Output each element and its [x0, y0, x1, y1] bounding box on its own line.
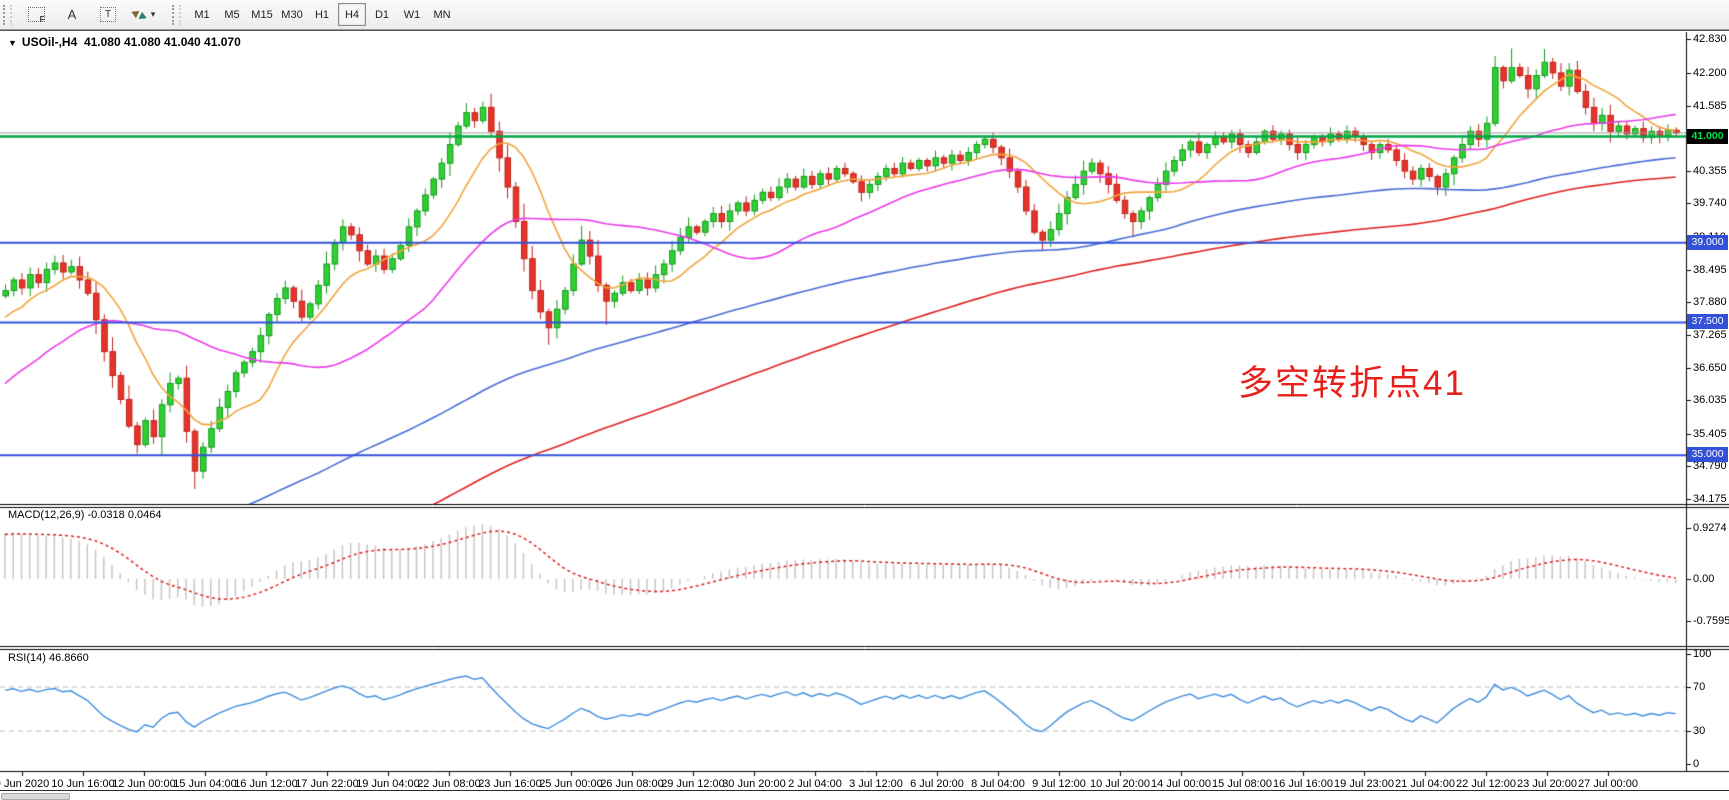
level-price-label: 37.500	[1687, 314, 1728, 330]
chart-title: ▼ USOil-,H4 41.080 41.080 41.040 41.070	[8, 35, 241, 49]
date-axis-label: 9 Jul 12:00	[1032, 778, 1086, 790]
chart-window: ▼ USOil-,H4 41.080 41.080 41.040 41.070 M…	[0, 30, 1729, 800]
price-axis-tick-label: 35.405	[1693, 427, 1727, 440]
date-axis-label: 19 Jul 23:00	[1334, 778, 1394, 790]
quote-ohlc-label: 41.080 41.080 41.040 41.070	[83, 35, 241, 49]
text-icon: A	[67, 7, 77, 22]
fibonacci-icon: F	[27, 7, 45, 24]
toolbar-grip-handle-2[interactable]	[172, 4, 181, 25]
fibonacci-tool-button[interactable]: F	[18, 3, 54, 27]
date-axis-label: 21 Jul 04:00	[1395, 778, 1455, 790]
date-axis-label: 8 Jul 04:00	[971, 778, 1025, 790]
date-axis-label: 23 Jun 16:00	[478, 778, 542, 790]
macd-indicator-label: MACD(12,26,9) -0.0318 0.0464	[8, 509, 162, 521]
price-axis-tick-label: 34.790	[1693, 460, 1727, 473]
timeframe-button-d1[interactable]: D1	[374, 8, 390, 21]
date-axis-label: 23 Jul 20:00	[1517, 778, 1577, 790]
timeframe-button-m5[interactable]: M5	[224, 8, 240, 21]
timeframe-button-mn[interactable]: MN	[433, 8, 451, 21]
date-axis-label: 12 Jun 00:00	[112, 778, 176, 790]
date-axis-label: 27 Jul 00:00	[1578, 778, 1638, 790]
timeframe-button-m15[interactable]: M15	[251, 8, 273, 21]
price-axis-tick-label: 41.585	[1693, 99, 1727, 112]
price-axis-tick-label: 36.650	[1693, 361, 1727, 374]
macd-axis-tick-label: 0.00	[1693, 573, 1715, 585]
top-toolbar: F A T ▾ M1 M5 M15 M30 H1 H4 D1 W1 MN	[0, 0, 1729, 30]
level-price-label: 39.000	[1687, 234, 1728, 250]
macd-axis-tick-label: 0.9274	[1693, 521, 1727, 534]
date-axis-label: 2 Jul 04:00	[788, 778, 842, 790]
date-axis-label: 6 Jul 20:00	[910, 778, 964, 790]
date-axis-label: 9 Jun 2020	[0, 778, 50, 790]
date-axis-label: 19 Jun 04:00	[356, 778, 420, 790]
date-axis-label: 26 Jun 08:00	[600, 778, 664, 790]
level-price-label: 41.000	[1687, 128, 1728, 144]
date-axis-label: 16 Jun 12:00	[234, 778, 298, 790]
price-axis-tick-label: 37.265	[1693, 328, 1727, 341]
date-axis-label: 3 Jul 12:00	[849, 778, 903, 790]
label-tool-button[interactable]: T	[90, 3, 126, 27]
timeframe-button-h1[interactable]: H1	[314, 8, 330, 21]
chevron-down-icon: ▾	[150, 9, 156, 19]
rsi-axis-tick-label: 70	[1693, 681, 1706, 693]
rsi-axis-tick-label: 30	[1693, 725, 1706, 737]
label-icon: T	[100, 7, 116, 22]
arrows-icon	[131, 7, 148, 23]
price-axis-tick-label: 39.740	[1693, 197, 1727, 210]
date-axis-label: 15 Jul 08:00	[1212, 778, 1272, 790]
arrows-tool-button[interactable]: ▾	[126, 3, 162, 27]
price-axis-tick-label: 37.880	[1693, 296, 1727, 309]
date-axis-label: 29 Jun 12:00	[661, 778, 725, 790]
rsi-axis-tick-label: 100	[1693, 648, 1712, 660]
timeframe-button-h4[interactable]: H4	[338, 3, 366, 26]
date-axis-label: 22 Jul 12:00	[1456, 778, 1516, 790]
timeframe-button-m1[interactable]: M1	[194, 8, 210, 21]
date-axis-label: 17 Jun 22:00	[295, 778, 359, 790]
rsi-indicator-label: RSI(14) 46.8660	[8, 652, 89, 664]
price-axis-tick-label: 36.035	[1693, 394, 1727, 407]
date-axis-label: 14 Jul 00:00	[1151, 778, 1211, 790]
date-axis-label: 22 Jun 08:00	[417, 778, 481, 790]
chart-annotation-text: 多空转折点41	[1238, 364, 1466, 403]
date-axis-label: 30 Jun 20:00	[722, 778, 786, 790]
symbol-period-label: USOil-,H4	[21, 35, 78, 49]
text-tool-button[interactable]: A	[54, 3, 90, 27]
price-axis-tick-label: 38.495	[1693, 263, 1727, 276]
timeframe-group: M1 M5 M15 M30 H1 H4 D1 W1 MN	[187, 3, 457, 26]
date-axis-label: 10 Jun 16:00	[51, 778, 115, 790]
chart-scrollbar	[0, 790, 1729, 800]
date-axis-label: 10 Jul 20:00	[1090, 778, 1150, 790]
price-chart-canvas[interactable]	[0, 31, 1729, 798]
date-axis-label: 15 Jun 04:00	[173, 778, 237, 790]
price-axis-tick-label: 42.200	[1693, 66, 1727, 79]
toolbar-grip-handle[interactable]	[3, 4, 12, 25]
timeframe-button-w1[interactable]: W1	[403, 8, 421, 21]
rsi-axis-tick-label: 0	[1693, 758, 1700, 770]
date-axis-label: 25 Jun 00:00	[539, 778, 603, 790]
price-axis-tick-label: 40.355	[1693, 164, 1727, 177]
symbol-dropdown-icon[interactable]: ▼	[8, 38, 17, 48]
date-axis-label: 16 Jul 16:00	[1273, 778, 1333, 790]
timeframe-button-m30[interactable]: M30	[281, 8, 303, 21]
level-price-label: 35.000	[1687, 447, 1728, 463]
price-axis-tick-label: 42.830	[1693, 33, 1727, 46]
price-axis-tick-label: 34.175	[1693, 493, 1727, 505]
macd-axis-tick-label: -0.7595	[1693, 614, 1729, 627]
